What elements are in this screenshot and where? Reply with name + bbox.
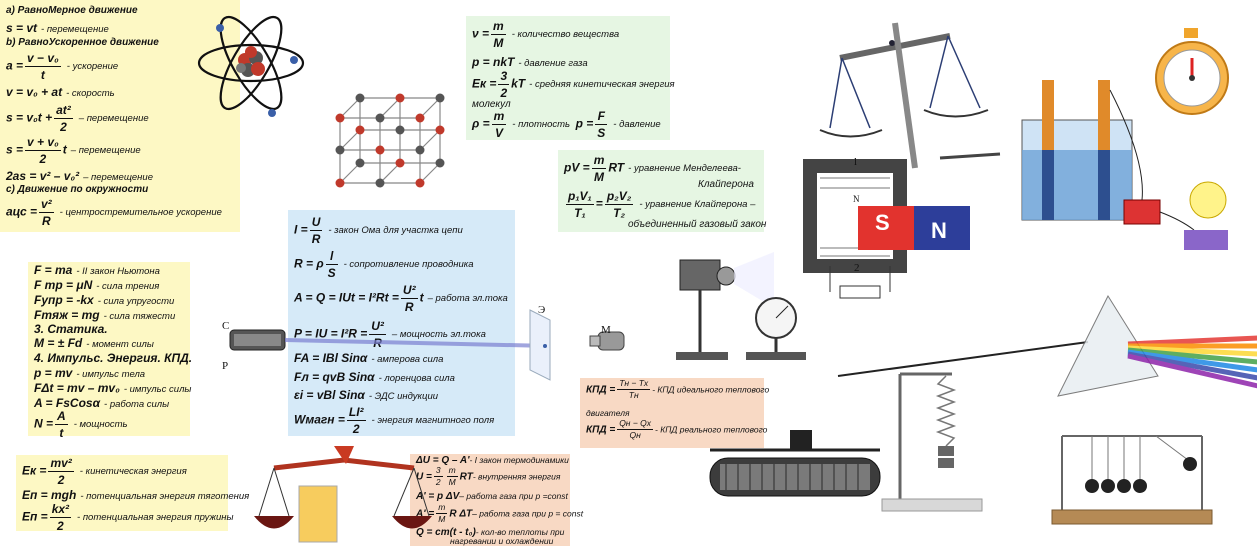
accelerated-motion-title: b) РавноУскоренное движение	[6, 37, 159, 48]
ohm-law: I = U R - закон Ома для участка цепи	[294, 215, 463, 247]
gravity-force: Fтяж = mg - сила тяжести	[34, 308, 176, 322]
coil-2-label: 2	[854, 262, 860, 274]
crystal-lattice-illustration	[335, 93, 445, 188]
clapeyron-law-note: объединенный газовый закон	[628, 219, 767, 230]
amount-of-substance: ν = m M - количество вещества	[472, 19, 620, 51]
acceleration-formula: a = v − v₀ t - ускорение	[6, 51, 119, 83]
clapeyron-law: p₁V₁ T₁ = p₂V₂ T₂ - уравнение Клайперона –	[566, 189, 756, 221]
magnet-s-label: S	[875, 210, 890, 235]
induction-emf: εi = vBl Sinα - ЭДС индукции	[294, 388, 439, 402]
efficiency-panel: КПД = Tн − Tх Tн - КПД идеального теплового…	[580, 378, 769, 448]
coil-l-label: l	[854, 156, 858, 168]
velocity-formula: v = v₀ + at - скорость	[6, 85, 115, 99]
uniform-motion-formula: s = vt - перемещение	[6, 21, 109, 35]
gas-work-1: A' = p ΔV– работа газа при p =const	[416, 491, 568, 502]
newton-second-law: F = ma - II закон Ньютона	[34, 263, 160, 277]
kinematics-panel: а) РавноМерное движение s = vt - перемеще…	[0, 0, 240, 232]
mendeleev-clapeyron: pV = m M RT - уравнение Менделеева-	[564, 153, 741, 185]
tube-label-c: С	[222, 320, 230, 332]
electrolysis-illustration	[1021, 80, 1228, 250]
spring-potential-energy: Eп = kx² 2- потенциальная энергия пружины	[22, 502, 234, 534]
first-law-thermodynamics: ΔU = Q – A'- I закон термодинамики	[416, 455, 569, 466]
impulse-energy-title: 4. Импульс. Энергия. КПД.	[34, 351, 193, 365]
electromagnet-illustration	[803, 159, 970, 299]
dynamics-panel: F = ma - II закон Ньютона F тр = μN - сила…	[28, 262, 193, 440]
force-impulse-formula: FΔt = mv – mv₀ - импульс силы	[34, 381, 192, 395]
screen-label-e: Э	[538, 304, 546, 316]
ampere-force: FA = IBl Sinα - амперова сила	[294, 351, 444, 365]
stopwatch-icon	[1155, 28, 1229, 115]
newtons-cradle-illustration	[1051, 435, 1213, 525]
gas-pressure: p = nkT - давление газа	[472, 55, 588, 69]
atom-illustration	[197, 15, 305, 117]
tube-label-p: Р	[222, 360, 229, 372]
mendeleev-clapeyron-note: Клайперона	[698, 179, 754, 190]
force-work-formula: A = FsCosα - работа силы	[34, 396, 170, 410]
prism-spectrum-illustration	[837, 294, 1257, 397]
real-engine-efficiency: КПД = Qн − Qх Qн - КПД реального теплового	[586, 418, 768, 441]
displacement-formula-1: s = v₀t + at² 2– перемещение	[6, 103, 149, 135]
lorentz-force: Fл = qvB Sinα - лоренцова сила	[294, 370, 455, 384]
heat-quantity: Q = cm(t - t₀)- кол-во теплоты при	[416, 527, 565, 538]
coil-n-label: N	[853, 194, 860, 204]
momentum-formula: p = mv - импульс тела	[34, 366, 146, 380]
elastic-force: Fупр = -kx - сила упругости	[34, 293, 175, 307]
kinetic-energy-molecules: Eк = 3 2 kT - средняя кинетическая энергия	[472, 69, 675, 101]
energy-panel: Eк = mv² 2- кинетическая энергия Eп = mgh -…	[16, 455, 249, 533]
spring-pendulum-illustration	[881, 372, 983, 512]
projector-setup-illustration	[676, 252, 806, 360]
magnetic-energy: Wмагн = LI² 2- энергия магнитного поля	[294, 405, 495, 437]
ideal-engine-efficiency-note: двигателя	[586, 408, 630, 418]
friction-force: F тр = μN - сила трения	[34, 278, 160, 292]
internal-energy: U = 3 2 m M RT- внутренняя энергия	[416, 465, 561, 488]
heat-quantity-note: нагревании и охлаждении	[450, 536, 554, 546]
displacement-formula-2: s = v + v₀ 2 t – перемещение	[6, 135, 141, 167]
gas-laws-panel: pV = m M RT - уравнение Менделеева- Клайперо…	[558, 150, 767, 232]
density-pressure: ρ = m V - плотность p = F S - давление	[472, 109, 661, 141]
uniform-motion-title: а) РавноМерное движение	[6, 5, 138, 16]
molecules-note: молекул	[472, 99, 511, 110]
magnet-label-m: М	[601, 324, 611, 336]
balance-scale-illustration	[819, 22, 1001, 169]
magnet-n-label: N	[931, 218, 947, 243]
gas-work-2: A' = m M R ΔT– работа газа при p = const	[416, 502, 584, 525]
displacement-formula-3: 2as = v² – v₀² – перемещение	[6, 169, 153, 183]
molecular-panel: ν = m M - количество вещества p = nkT - давл…	[466, 16, 675, 141]
circular-motion-title: с) Движение по окружности	[6, 184, 149, 195]
statics-title: 3. Статика.	[34, 322, 108, 336]
cathode-ray-tube-illustration	[229, 309, 625, 381]
lever-scale-illustration	[254, 446, 432, 543]
moment-of-force: M = ± Fd - момент силы	[34, 336, 154, 350]
thermodynamics-panel: ΔU = Q – A'- I закон термодинамики U = 3 2…	[410, 454, 583, 546]
centripetal-formula: aцс = v² R - центростремительное ускорение	[6, 197, 222, 229]
rheostat-illustration	[709, 430, 881, 497]
ideal-engine-efficiency: КПД = Tн − Tх Tн - КПД идеального теплового	[586, 378, 770, 401]
gravitational-potential-energy: Eп = mgh - потенциальная энергия тяготени…	[22, 488, 250, 502]
kinetic-energy: Eк = mv² 2- кинетическая энергия	[22, 456, 187, 488]
